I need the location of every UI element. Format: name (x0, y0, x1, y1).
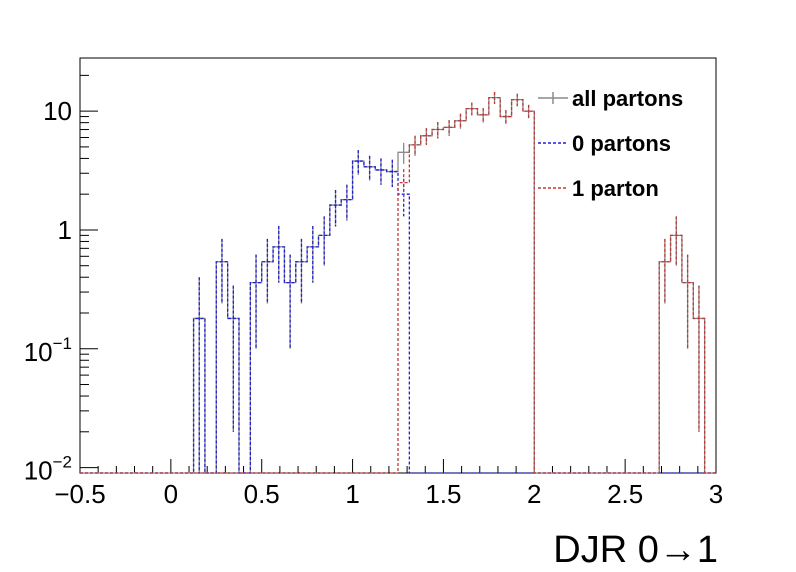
legend-item: all partons (538, 86, 683, 111)
legend-label: all partons (572, 86, 683, 111)
histogram-outline (80, 96, 716, 474)
y-tick-label: 10−2 (24, 453, 72, 486)
legend-item: 0 partons (538, 131, 671, 156)
x-tick-label: 2.5 (607, 479, 643, 509)
y-tick-label: 10−1 (24, 334, 72, 367)
x-axis-title: DJR 0→1 (553, 529, 718, 571)
x-tick-label: 0.5 (244, 479, 280, 509)
y-tick-base: 10 (24, 456, 53, 486)
legend: all partons 0 partons 1 parton (538, 86, 683, 201)
x-tick-label: 2 (527, 479, 541, 509)
series-layer (80, 91, 716, 474)
y-tick-label: 10 (43, 96, 72, 126)
x-tick-label: 0 (164, 479, 178, 509)
y-tick-label: 1 (58, 215, 72, 245)
histogram-outline (80, 160, 716, 474)
series-1-parton (80, 91, 716, 474)
legend-item: 1 parton (538, 176, 659, 201)
y-tick-base: 10 (24, 337, 53, 367)
legend-label: 1 parton (572, 176, 659, 201)
x-tick-label: 1.5 (425, 479, 461, 509)
x-tick-label: −0.5 (54, 479, 105, 509)
y-tick-exponent: −1 (53, 334, 72, 353)
legend-label: 0 partons (572, 131, 671, 156)
y-tick-exponent: −2 (53, 453, 72, 472)
x-tick-label: 1 (345, 479, 359, 509)
x-tick-label: 3 (709, 479, 723, 509)
